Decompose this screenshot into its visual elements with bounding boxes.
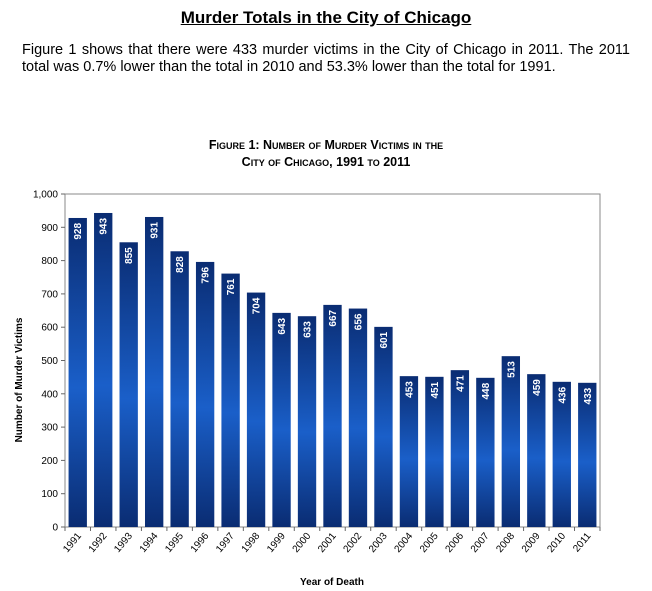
y-tick-label: 200 (41, 456, 58, 467)
x-tick-label: 1998 (240, 531, 263, 555)
bar (527, 374, 546, 527)
bar (501, 356, 521, 527)
bar-value-label: 855 (124, 247, 135, 264)
x-tick-label: 2010 (545, 531, 568, 555)
x-tick-label: 1995 (163, 531, 186, 555)
intro-paragraph: Figure 1 shows that there were 433 murde… (22, 42, 630, 75)
bar-value-label: 459 (532, 379, 543, 396)
x-tick-label: 2001 (316, 531, 339, 555)
y-tick-label: 100 (41, 489, 58, 500)
bar-value-label: 643 (277, 317, 288, 334)
bar (144, 216, 164, 528)
bar-value-label: 471 (455, 375, 466, 392)
x-tick-label: 1996 (189, 531, 212, 555)
x-tick-label: 2003 (367, 531, 390, 555)
x-tick-label: 2007 (469, 531, 492, 555)
bar-value-label: 828 (175, 256, 186, 273)
y-tick-label: 400 (41, 389, 58, 400)
bar (374, 326, 393, 527)
x-tick-label: 2006 (443, 531, 466, 555)
x-tick-label: 1992 (87, 531, 110, 555)
chart-title-line1: Figure 1: Number of Murder Victims in th… (208, 138, 444, 152)
bar-value-label: 931 (150, 222, 161, 239)
bar (94, 212, 113, 527)
bar (399, 376, 419, 527)
x-tick-label: 2005 (418, 531, 441, 555)
y-axis: 0 100 200 300 400 500 600 700 800 900 1,000 (33, 190, 65, 534)
bar-value-label: 704 (252, 297, 263, 314)
x-tick-label: 1993 (112, 531, 135, 555)
bar-value-label: 633 (303, 321, 314, 338)
x-tick-label: 2008 (494, 531, 517, 555)
bar (119, 242, 138, 527)
x-tick-label: 1994 (138, 531, 161, 555)
bar (476, 377, 495, 527)
x-tick-label: 2002 (342, 531, 365, 555)
bar-value-label: 761 (226, 278, 237, 295)
bar (552, 381, 571, 527)
x-tick-label: 1999 (265, 531, 288, 555)
y-tick-label: 0 (52, 523, 58, 534)
bar-value-label: 796 (201, 266, 212, 283)
bar (246, 292, 266, 527)
x-tick-label: 2000 (291, 531, 314, 555)
x-axis: 1991 1992 1993 1994 1995 1996 1997 1998 1999 2000… (61, 527, 601, 555)
bar (297, 316, 317, 527)
y-tick-label: 500 (41, 356, 58, 367)
bar-value-label: 433 (583, 387, 594, 404)
bar-value-label: 451 (430, 381, 441, 398)
x-tick-label: 2011 (571, 531, 594, 555)
y-tick-label: 600 (41, 323, 58, 334)
x-axis-title: Year of Death (300, 577, 364, 588)
bar-value-label: 943 (99, 218, 110, 235)
y-axis-title: Number of Murder Victims (14, 317, 25, 442)
bar-value-label: 436 (557, 386, 568, 403)
bar-value-label: 448 (481, 382, 492, 399)
bar (323, 304, 342, 527)
bar (170, 251, 189, 527)
bar-value-label: 453 (404, 381, 415, 398)
y-tick-label: 300 (41, 423, 58, 434)
x-tick-label: 2004 (392, 531, 415, 555)
bar-value-label: 667 (328, 309, 339, 326)
bar-value-label: 928 (73, 223, 84, 240)
y-tick-label: 800 (41, 256, 58, 267)
x-tick-label: 2009 (520, 531, 543, 555)
chart-title-line2: City of Chicago, 1991 to 2011 (241, 155, 411, 169)
bar (195, 261, 215, 527)
bar-value-label: 656 (353, 313, 364, 330)
bar-value-label: 601 (379, 331, 390, 348)
bar (578, 382, 597, 527)
y-tick-label: 700 (41, 289, 58, 300)
x-tick-label: 1991 (61, 531, 84, 555)
bar (221, 273, 240, 527)
bar (272, 312, 291, 527)
page-heading: Murder Totals in the City of Chicago (180, 8, 472, 27)
bar-value-label: 513 (506, 361, 517, 378)
bars-group: 928 943 855 931 828 796 761 704 643 633 667 656 601 4… (68, 212, 597, 528)
bar (68, 217, 87, 527)
bar (348, 308, 368, 527)
y-tick-label: 900 (41, 223, 58, 234)
chart-title: Figure 1: Number of Murder Victims in th… (0, 137, 652, 171)
bar (450, 370, 470, 527)
bar (425, 376, 444, 527)
y-tick-label: 1,000 (33, 190, 58, 201)
x-tick-label: 1997 (214, 531, 237, 555)
